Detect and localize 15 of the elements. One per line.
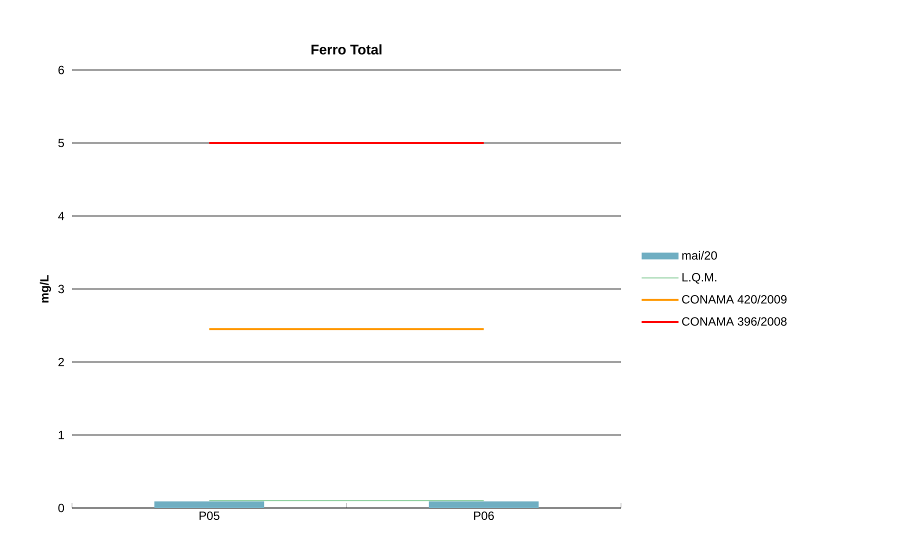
y-tick-label: 2 xyxy=(58,358,64,366)
x-tick-label: P06 xyxy=(474,512,494,520)
x-tick-label: P05 xyxy=(200,512,220,520)
legend-label: L.Q.M. xyxy=(682,273,716,284)
y-tick-label: 4 xyxy=(58,212,64,220)
y-tick-label: 1 xyxy=(58,430,64,440)
y-tick-label: 5 xyxy=(58,138,64,148)
legend-label: CONAMA 396/2008 xyxy=(682,316,787,326)
y-axis-title: mg/L xyxy=(40,275,52,302)
y-tick-label: 6 xyxy=(58,66,64,74)
y-tick-label: 0 xyxy=(58,504,64,512)
legend-label: mai/20 xyxy=(682,250,717,260)
legend-label: CONAMA 420/2009 xyxy=(682,294,787,304)
y-tick-label: 3 xyxy=(58,284,64,294)
chart-title: Ferro Total xyxy=(312,44,382,55)
